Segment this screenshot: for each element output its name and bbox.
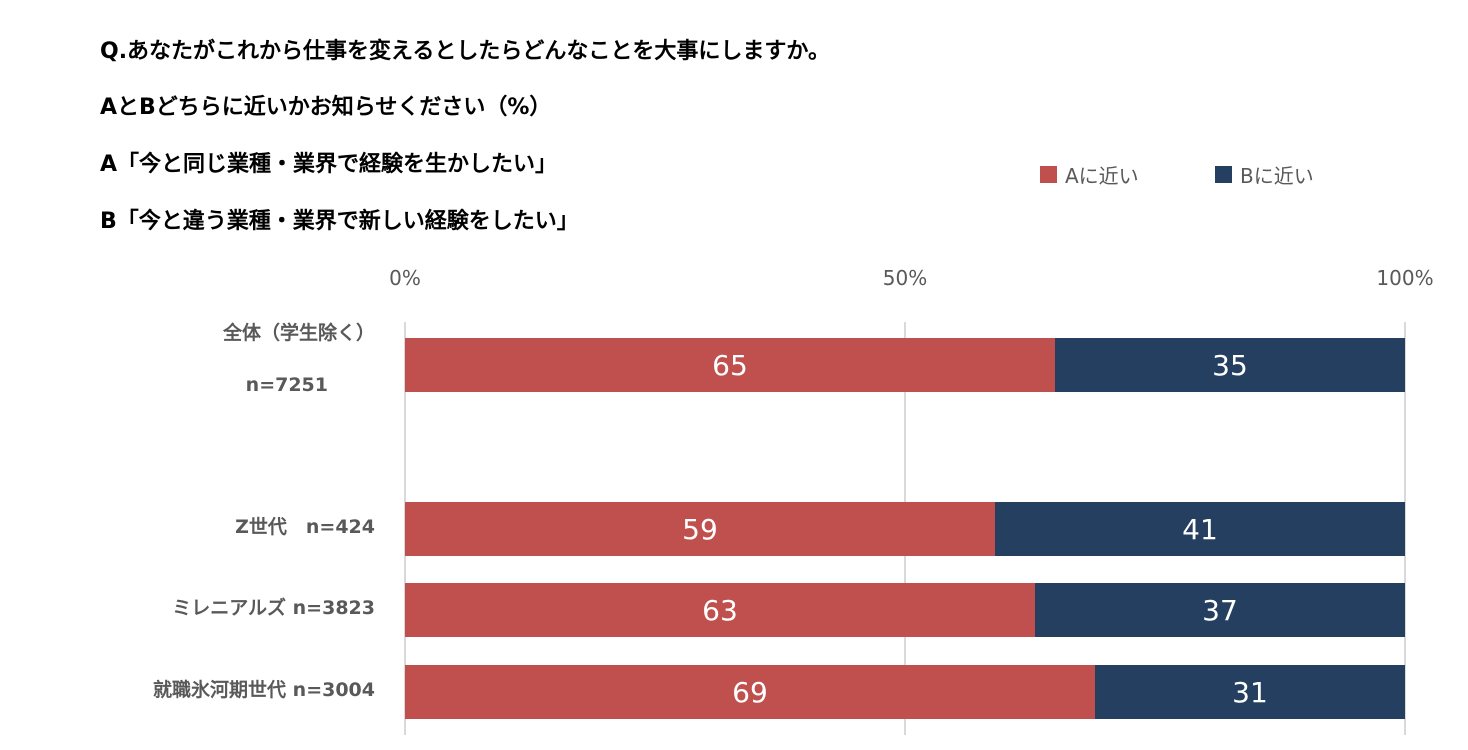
data-label: 31 bbox=[1232, 675, 1268, 709]
x-tick-100: 100% bbox=[1376, 266, 1434, 290]
data-label: 41 bbox=[1182, 512, 1218, 546]
legend-swatch-b bbox=[1215, 166, 1232, 183]
x-tick-0: 0% bbox=[389, 266, 421, 290]
legend-label-a: Aに近い bbox=[1065, 164, 1139, 188]
bar-segment-a-0: 65 bbox=[405, 338, 1055, 392]
bar-segment-a-3: 69 bbox=[405, 665, 1095, 719]
legend-label-b: Bに近い bbox=[1240, 164, 1314, 188]
bar-segment-b-1: 41 bbox=[995, 502, 1405, 556]
category-label-millennials: ミレニアルズ n=3823 bbox=[172, 597, 375, 619]
category-label-all-line-2: n=7251 bbox=[245, 374, 328, 396]
category-label-all-line-1: 全体（学生除く） bbox=[222, 322, 375, 344]
gridline-100 bbox=[1404, 322, 1406, 735]
data-label: 63 bbox=[702, 593, 738, 627]
legend-item-b: Bに近い bbox=[1215, 160, 1314, 189]
data-label: 69 bbox=[732, 675, 768, 709]
bar-segment-b-3: 31 bbox=[1095, 665, 1405, 719]
data-label: 37 bbox=[1202, 593, 1238, 627]
bar-segment-a-2: 63 bbox=[405, 583, 1035, 637]
data-label: 35 bbox=[1212, 348, 1248, 382]
data-label: 59 bbox=[682, 512, 718, 546]
bar-segment-b-2: 37 bbox=[1035, 583, 1405, 637]
bar-segment-b-0: 35 bbox=[1055, 338, 1405, 392]
category-label-ice-age: 就職氷河期世代 n=3004 bbox=[153, 679, 375, 701]
legend-item-a: Aに近い bbox=[1040, 160, 1139, 189]
chart-title-line-1: Q.あなたがこれから仕事を変えるとしたらどんなことを大事にしますか。 bbox=[100, 39, 830, 64]
legend-swatch-a bbox=[1040, 166, 1057, 183]
chart-title-line-3: A「今と同じ業種・業界で経験を生かしたい」 bbox=[100, 152, 558, 177]
data-label: 65 bbox=[712, 348, 748, 382]
chart-title-line-2: AとBどちらに近いかお知らせください（%） bbox=[100, 95, 552, 120]
category-label-z: Z世代 n=424 bbox=[235, 516, 375, 538]
chart-title-line-4: B「今と違う業種・業界で新しい経験をしたい」 bbox=[100, 209, 579, 234]
bar-segment-a-1: 59 bbox=[405, 502, 995, 556]
x-tick-50: 50% bbox=[882, 266, 928, 290]
